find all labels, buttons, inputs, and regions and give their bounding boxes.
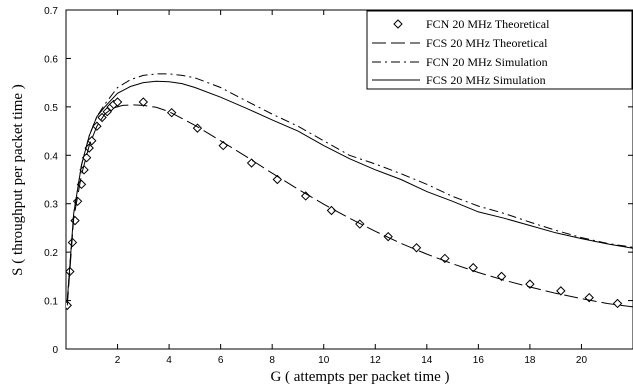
- data-point-marker: [70, 215, 80, 226]
- series-line: [66, 73, 633, 301]
- y-tick-label: 0: [52, 345, 58, 356]
- data-point-marker: [87, 136, 97, 146]
- y-tick-label: 0.2: [44, 248, 58, 259]
- tick-labels: 2 4 6 8 10 12 14 16 18 20 0 0.1 0.2 0.3 0.4 0.5 0.6 0.7: [44, 6, 587, 366]
- x-tick-label: 14: [421, 355, 433, 366]
- x-tick-label: 8: [269, 355, 275, 366]
- data-point-marker: [246, 158, 257, 168]
- series-line: [66, 80, 633, 301]
- legend-label: FCN 20 MHz Theoretical: [426, 17, 550, 31]
- series-1: [66, 97, 623, 311]
- data-point-marker: [584, 292, 594, 303]
- y-tick-label: 0.6: [44, 54, 58, 65]
- data-point-marker: [326, 205, 337, 216]
- x-tick-label: 20: [576, 355, 588, 366]
- series-line: [66, 104, 633, 308]
- x-tick-label: 6: [218, 355, 224, 366]
- legend-box: [366, 10, 633, 90]
- legend-label: FCN 20 MHz Simulation: [426, 55, 548, 69]
- data-point-marker: [525, 279, 535, 289]
- y-tick-label: 0.3: [44, 200, 58, 211]
- plot-area-frame: [65, 9, 633, 350]
- y-tick-label: 0.4: [44, 151, 58, 162]
- x-tick-label: 18: [524, 355, 536, 366]
- data-point-marker: [138, 97, 149, 107]
- legend: FCN 20 MHz Theoretical FCS 20 MHz Theoret…: [366, 10, 633, 90]
- y-tick-label: 0.1: [44, 297, 58, 308]
- x-tick-label: 10: [318, 355, 330, 366]
- data-point-marker: [300, 191, 311, 201]
- series-3: [66, 73, 633, 301]
- data-point-marker: [112, 97, 123, 107]
- data-point-marker: [468, 262, 478, 273]
- data-point-marker: [411, 243, 422, 253]
- x-axis-title: G ( attempts per packet time ): [270, 369, 449, 385]
- data-point-marker: [612, 298, 623, 309]
- series-4: [66, 80, 633, 301]
- x-tick-label: 2: [115, 355, 121, 366]
- data-point-marker: [440, 253, 450, 264]
- legend-label: FCS 20 MHz Theoretical: [426, 36, 548, 50]
- data-point-marker: [67, 237, 78, 248]
- legend-label: FCS 20 MHz Simulation: [426, 73, 546, 87]
- data-point-marker: [556, 286, 566, 296]
- y-tick-label: 0.7: [44, 6, 58, 17]
- data-point-marker: [355, 219, 365, 229]
- y-tick-label: 0.5: [44, 103, 58, 114]
- series-2: [66, 104, 633, 308]
- x-tick-label: 12: [370, 355, 382, 366]
- y-axis-title: S ( throughput per packet time ): [10, 84, 26, 276]
- x-tick-label: 16: [473, 355, 485, 366]
- x-tick-label: 4: [166, 355, 172, 366]
- data-point-marker: [383, 231, 393, 242]
- legend-items: FCN 20 MHz Theoretical FCS 20 MHz Theoret…: [372, 17, 550, 87]
- data-series: [66, 73, 633, 311]
- legend-marker: [393, 19, 403, 29]
